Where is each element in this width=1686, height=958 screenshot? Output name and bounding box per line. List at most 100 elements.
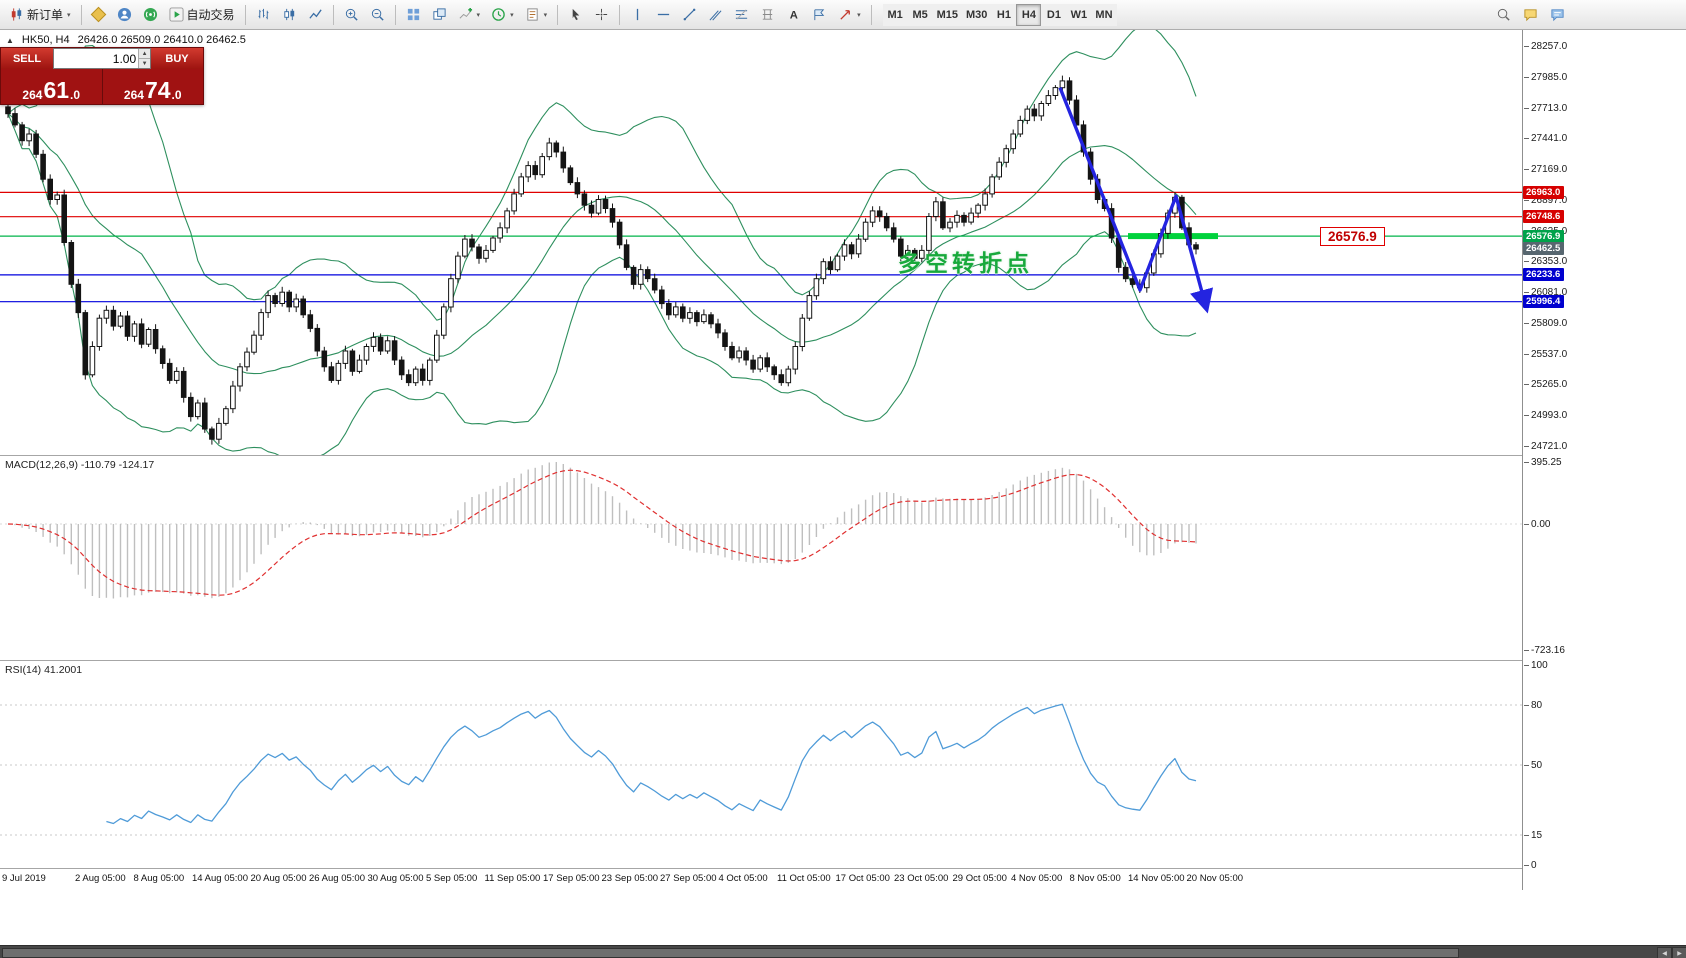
divider	[244, 4, 246, 25]
horizontal-scrollbar[interactable]: ◀ ▶	[0, 945, 1686, 958]
price-tag: 26963.0	[1523, 185, 1565, 199]
time-axis-label: 4 Oct 05:00	[718, 873, 768, 884]
tile-windows-button[interactable]	[401, 3, 426, 27]
text-icon: A	[790, 10, 798, 22]
zoom-out-button[interactable]	[365, 3, 390, 27]
macd-label: MACD(12,26,9) -110.79 -124.17	[5, 459, 155, 471]
chat-bubble2-icon	[1551, 9, 1564, 22]
macd-indicator-canvas[interactable]	[0, 456, 1522, 660]
templates-button[interactable]: ▾	[520, 3, 553, 27]
chat-bubble-icon	[1524, 9, 1537, 22]
timeframe-button-W1[interactable]: W1	[1066, 3, 1092, 26]
scroll-right-icon[interactable]: ▶	[1672, 947, 1686, 958]
price-axis-tick: 26081.0	[1523, 287, 1568, 299]
buy-price[interactable]: 264 74.0	[101, 69, 204, 104]
candlestick-chart-button[interactable]	[277, 3, 302, 27]
timeframe-button-H1[interactable]: H1	[991, 3, 1017, 26]
channel-button[interactable]	[703, 3, 728, 27]
timeframe-button-H4[interactable]: H4	[1016, 3, 1042, 26]
timeframe-button-M5[interactable]: M5	[907, 3, 933, 26]
trendline-button[interactable]	[677, 3, 702, 27]
label-tool-button[interactable]	[807, 3, 832, 27]
time-axis[interactable]: 9 Jul 2019 2 Aug 05:00 8 Aug 05:00 14 Aug 0…	[0, 869, 1522, 890]
grid-tool-button[interactable]	[755, 3, 780, 27]
new-order-label: 新订单	[27, 8, 64, 22]
template-icon	[526, 8, 538, 21]
sell-button[interactable]: SELL	[1, 48, 53, 69]
chat-button[interactable]	[1518, 3, 1543, 27]
indicators-button[interactable]: ▾	[453, 3, 486, 27]
buy-button[interactable]: BUY	[151, 48, 203, 69]
panel-separator[interactable]	[0, 455, 1686, 456]
price-tag: 26748.6	[1523, 210, 1565, 224]
toolbar: 新订单 ▾ 自动交易 ▾ ▾ ▾	[0, 0, 1686, 30]
time-axis-label: 14 Nov 05:00	[1128, 873, 1185, 884]
search-button[interactable]	[1491, 3, 1516, 27]
time-axis-label: 29 Oct 05:00	[952, 873, 1007, 884]
sell-price[interactable]: 264 61.0	[1, 69, 102, 104]
periods-button[interactable]: ▾	[486, 3, 519, 27]
zoom-in-icon	[345, 8, 358, 21]
autotrading-button[interactable]: 自动交易	[164, 3, 240, 27]
price-axis-tick: 27169.0	[1523, 164, 1568, 176]
signals-button[interactable]	[138, 3, 163, 27]
time-axis-label: 11 Sep 05:00	[484, 873, 541, 884]
horizontal-line-button[interactable]	[651, 3, 676, 27]
clock-icon	[492, 8, 505, 21]
divider	[870, 4, 872, 25]
scrollbar-thumb[interactable]	[2, 948, 1459, 958]
timeframe-button-D1[interactable]: D1	[1041, 3, 1067, 26]
price-tag: 25996.4	[1523, 295, 1565, 309]
fibonacci-button[interactable]	[729, 3, 754, 27]
support-chat-button[interactable]	[1545, 3, 1570, 27]
vertical-line-button[interactable]	[625, 3, 650, 27]
symbol-period-label: HK50, H4	[21, 34, 70, 46]
tile-windows-icon	[407, 8, 419, 21]
rsi-indicator-canvas[interactable]	[0, 661, 1522, 868]
timeframe-button-M15[interactable]: M15	[932, 3, 963, 26]
rsi-axis-tick: 0	[1524, 860, 1537, 871]
main-chart-canvas[interactable]	[0, 30, 1522, 455]
svg-text:A: A	[790, 10, 798, 22]
rsi-axis-tick: 15	[1523, 830, 1543, 841]
timeframe-button-MN[interactable]: MN	[1091, 3, 1117, 26]
time-axis-label: 20 Nov 05:00	[1186, 873, 1244, 884]
time-axis-label: 27 Sep 05:00	[660, 873, 717, 884]
line-chart-button[interactable]	[303, 3, 328, 27]
rsi-axis-tick: 50	[1523, 760, 1543, 771]
timeframe-group: M1 M5 M15 M30 H1 H4 D1 W1 MN	[882, 3, 1117, 26]
community-button[interactable]	[112, 3, 137, 27]
price-axis-tick: 27985.0	[1523, 71, 1568, 83]
stepper-up-icon[interactable]: ▲	[139, 49, 150, 58]
metaeditor-button[interactable]	[87, 3, 111, 27]
bar-chart-button[interactable]	[251, 3, 276, 27]
macd-axis-tick: 0.00	[1523, 519, 1551, 530]
chevron-down-icon: ▾	[67, 11, 71, 19]
zoom-in-button[interactable]	[339, 3, 364, 27]
zoom-out-icon	[371, 8, 384, 21]
stepper-down-icon[interactable]: ▼	[139, 58, 150, 68]
volume-input[interactable]	[54, 49, 139, 68]
person-icon	[117, 7, 132, 22]
new-order-button[interactable]: 新订单 ▾	[4, 3, 76, 27]
signals-icon	[143, 7, 158, 22]
price-axis-tick: 26353.0	[1523, 256, 1568, 268]
panel-separator[interactable]	[0, 660, 1686, 661]
time-axis-label: 23 Sep 05:00	[601, 873, 659, 884]
price-axis[interactable]: 28257.0 27985.0 27713.0 27441.0 27169.0 26897…	[1523, 30, 1686, 890]
divider	[332, 4, 334, 25]
timeframe-button-M1[interactable]: M1	[882, 3, 908, 26]
shapes-button[interactable]: ▾	[833, 3, 866, 27]
cursor-button[interactable]	[563, 3, 588, 27]
time-axis-label: 26 Aug 05:00	[309, 873, 365, 884]
cascade-windows-button[interactable]	[427, 3, 452, 27]
ohlc-values: 26426.0 26509.0 26410.0 26462.5	[77, 34, 246, 46]
price-digits: 74	[144, 77, 171, 104]
timeframe-button-M30[interactable]: M30	[962, 3, 992, 26]
rsi-axis-tick: 80	[1523, 700, 1543, 711]
scroll-left-icon[interactable]: ◀	[1657, 947, 1672, 958]
chevron-down-icon: ▾	[857, 11, 861, 19]
text-tool-button[interactable]: A	[781, 3, 806, 27]
crosshair-button[interactable]	[589, 3, 614, 27]
